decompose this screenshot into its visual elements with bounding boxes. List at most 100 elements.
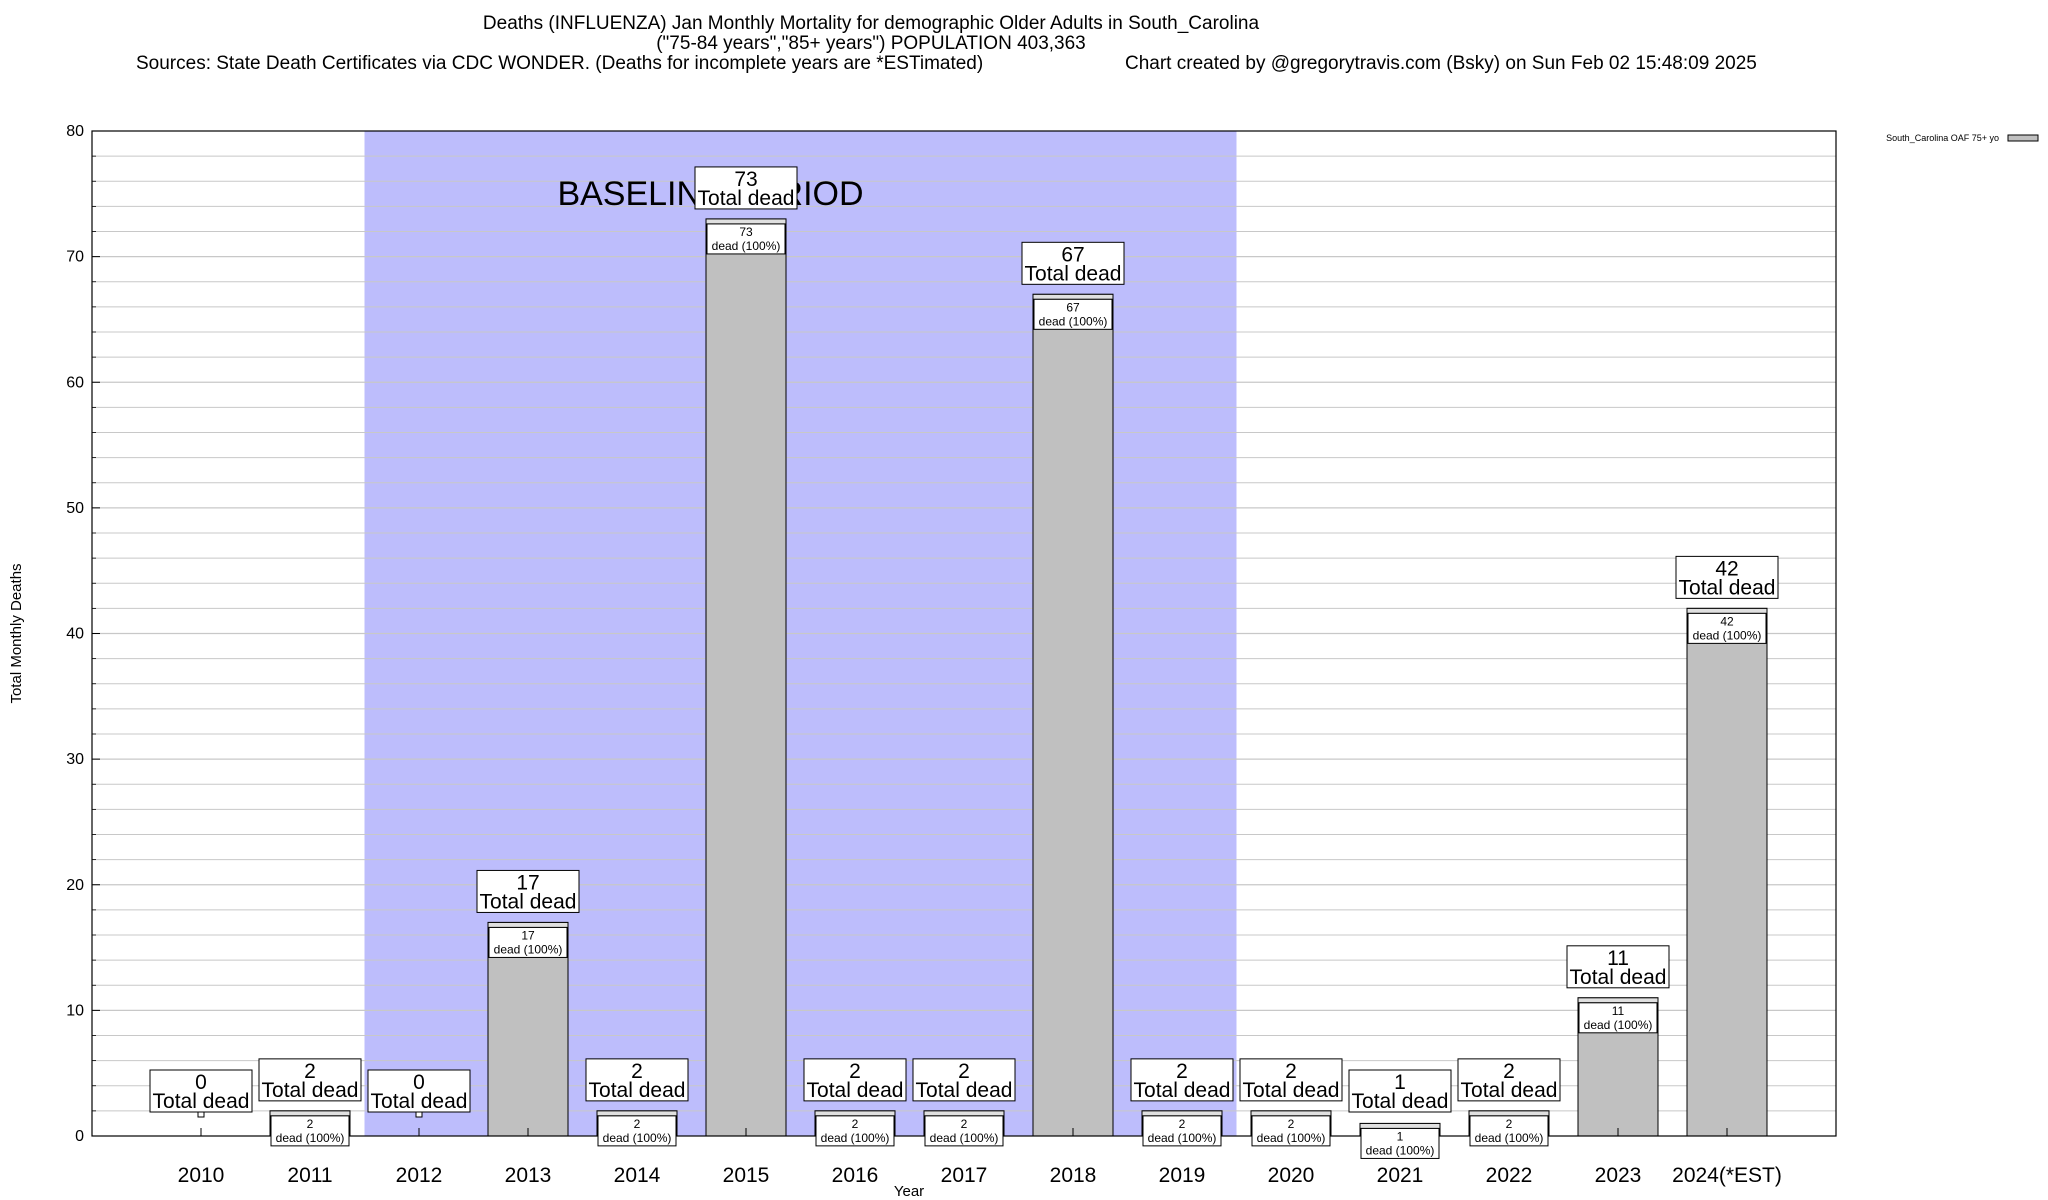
inner-label-box bbox=[488, 926, 568, 958]
total-dead-label: Total dead bbox=[1134, 1079, 1231, 1102]
inner-dead-label: dead (100%) bbox=[494, 942, 563, 956]
total-value-label: 1 bbox=[1394, 1071, 1406, 1094]
inner-label-box bbox=[1687, 612, 1767, 644]
y-tick-label: 80 bbox=[66, 123, 84, 140]
inner-dead-label: dead (100%) bbox=[821, 1131, 890, 1145]
total-value-label: 2 bbox=[631, 1060, 643, 1083]
inner-label-box bbox=[1251, 1115, 1331, 1147]
chart-title: Deaths (INFLUENZA) Jan Monthly Mortality… bbox=[482, 13, 1260, 34]
inner-dead-label: dead (100%) bbox=[1693, 628, 1762, 642]
total-dead-label: Total dead bbox=[262, 1079, 359, 1102]
total-label-box bbox=[367, 1069, 471, 1113]
x-tick-label: 2022 bbox=[1486, 1164, 1533, 1187]
total-label-box bbox=[585, 1058, 689, 1102]
total-label-box bbox=[1675, 555, 1779, 599]
total-value-label: 42 bbox=[1715, 557, 1738, 580]
total-value-label: 0 bbox=[413, 1071, 425, 1094]
total-dead-label: Total dead bbox=[1570, 966, 1667, 989]
total-dead-label: Total dead bbox=[916, 1079, 1013, 1102]
inner-dead-label: dead (100%) bbox=[276, 1131, 345, 1145]
bar bbox=[1032, 293, 1114, 1137]
x-tick-label: 2013 bbox=[505, 1164, 552, 1187]
bar-cap bbox=[705, 218, 787, 225]
bar-cap bbox=[1032, 293, 1114, 300]
bar-cap bbox=[814, 1110, 896, 1117]
inner-label-box bbox=[1142, 1115, 1222, 1147]
total-value-label: 2 bbox=[1285, 1060, 1297, 1083]
total-value-label: 17 bbox=[516, 871, 539, 894]
total-label-box bbox=[694, 166, 798, 210]
y-tick-label: 10 bbox=[66, 1002, 84, 1019]
inner-value-label: 73 bbox=[739, 225, 753, 239]
bar-cap bbox=[923, 1110, 1005, 1117]
total-label-box bbox=[912, 1058, 1016, 1102]
inner-label-box bbox=[597, 1115, 677, 1147]
y-tick-label: 20 bbox=[66, 877, 84, 894]
legend-swatch bbox=[2007, 134, 2039, 142]
inner-value-label: 1 bbox=[1397, 1129, 1404, 1143]
sources-note: Sources: State Death Certificates via CD… bbox=[136, 53, 984, 74]
total-value-label: 2 bbox=[958, 1060, 970, 1083]
y-tick-label: 30 bbox=[66, 751, 84, 768]
bar bbox=[1686, 607, 1768, 1137]
total-dead-label: Total dead bbox=[1025, 262, 1122, 285]
x-tick-label: 2012 bbox=[396, 1164, 443, 1187]
inner-dead-label: dead (100%) bbox=[603, 1131, 672, 1145]
inner-value-label: 67 bbox=[1066, 300, 1080, 314]
total-label-box bbox=[1239, 1058, 1343, 1102]
total-label-box bbox=[1130, 1058, 1234, 1102]
y-tick-label: 70 bbox=[66, 249, 84, 266]
bar bbox=[705, 218, 787, 1137]
inner-dead-label: dead (100%) bbox=[1584, 1018, 1653, 1032]
total-value-label: 2 bbox=[1503, 1060, 1515, 1083]
inner-label-box bbox=[706, 223, 786, 255]
x-tick-label: 2019 bbox=[1159, 1164, 1206, 1187]
x-tick-label: 2016 bbox=[832, 1164, 879, 1187]
bar-cap bbox=[1141, 1110, 1223, 1117]
inner-value-label: 2 bbox=[1506, 1117, 1513, 1131]
total-label-box bbox=[258, 1058, 362, 1102]
y-tick-label: 60 bbox=[66, 374, 84, 391]
inner-dead-label: dead (100%) bbox=[1148, 1131, 1217, 1145]
total-value-label: 11 bbox=[1607, 947, 1629, 970]
total-dead-label: Total dead bbox=[1461, 1079, 1558, 1102]
inner-value-label: 2 bbox=[634, 1117, 641, 1131]
inner-label-box bbox=[1360, 1127, 1440, 1159]
x-tick-label: 2023 bbox=[1595, 1164, 1642, 1187]
inner-label-box bbox=[1469, 1115, 1549, 1147]
x-axis-title: Year bbox=[894, 1183, 924, 1200]
x-tick-label: 2017 bbox=[941, 1164, 988, 1187]
inner-dead-label: dead (100%) bbox=[1475, 1131, 1544, 1145]
total-value-label: 0 bbox=[195, 1071, 207, 1094]
bar-cap bbox=[1250, 1110, 1332, 1117]
y-axis-title: Total Monthly Deaths bbox=[8, 563, 25, 703]
inner-value-label: 2 bbox=[852, 1117, 859, 1131]
inner-dead-label: dead (100%) bbox=[1257, 1131, 1326, 1145]
total-label-box bbox=[1348, 1069, 1452, 1113]
inner-dead-label: dead (100%) bbox=[712, 239, 781, 253]
total-dead-label: Total dead bbox=[807, 1079, 904, 1102]
total-label-box bbox=[476, 869, 580, 913]
total-dead-label: Total dead bbox=[153, 1090, 250, 1113]
x-tick-label: 2020 bbox=[1268, 1164, 1315, 1187]
bar bbox=[487, 921, 569, 1137]
total-label-box bbox=[149, 1069, 253, 1113]
total-value-label: 2 bbox=[849, 1060, 861, 1083]
total-label-box bbox=[1457, 1058, 1561, 1102]
bar-cap bbox=[269, 1110, 351, 1117]
total-value-label: 2 bbox=[1176, 1060, 1188, 1083]
total-value-label: 2 bbox=[304, 1060, 316, 1083]
inner-dead-label: dead (100%) bbox=[930, 1131, 999, 1145]
inner-value-label: 11 bbox=[1612, 1004, 1625, 1018]
inner-label-box bbox=[815, 1115, 895, 1147]
total-dead-label: Total dead bbox=[698, 187, 795, 210]
inner-label-box bbox=[924, 1115, 1004, 1147]
inner-value-label: 2 bbox=[961, 1117, 968, 1131]
inner-dead-label: dead (100%) bbox=[1366, 1143, 1435, 1157]
bar-cap bbox=[487, 921, 569, 928]
inner-label-box bbox=[1033, 298, 1113, 330]
total-dead-label: Total dead bbox=[371, 1090, 468, 1113]
x-tick-label: 2024(*EST) bbox=[1672, 1164, 1782, 1187]
bar-cap bbox=[1577, 997, 1659, 1004]
